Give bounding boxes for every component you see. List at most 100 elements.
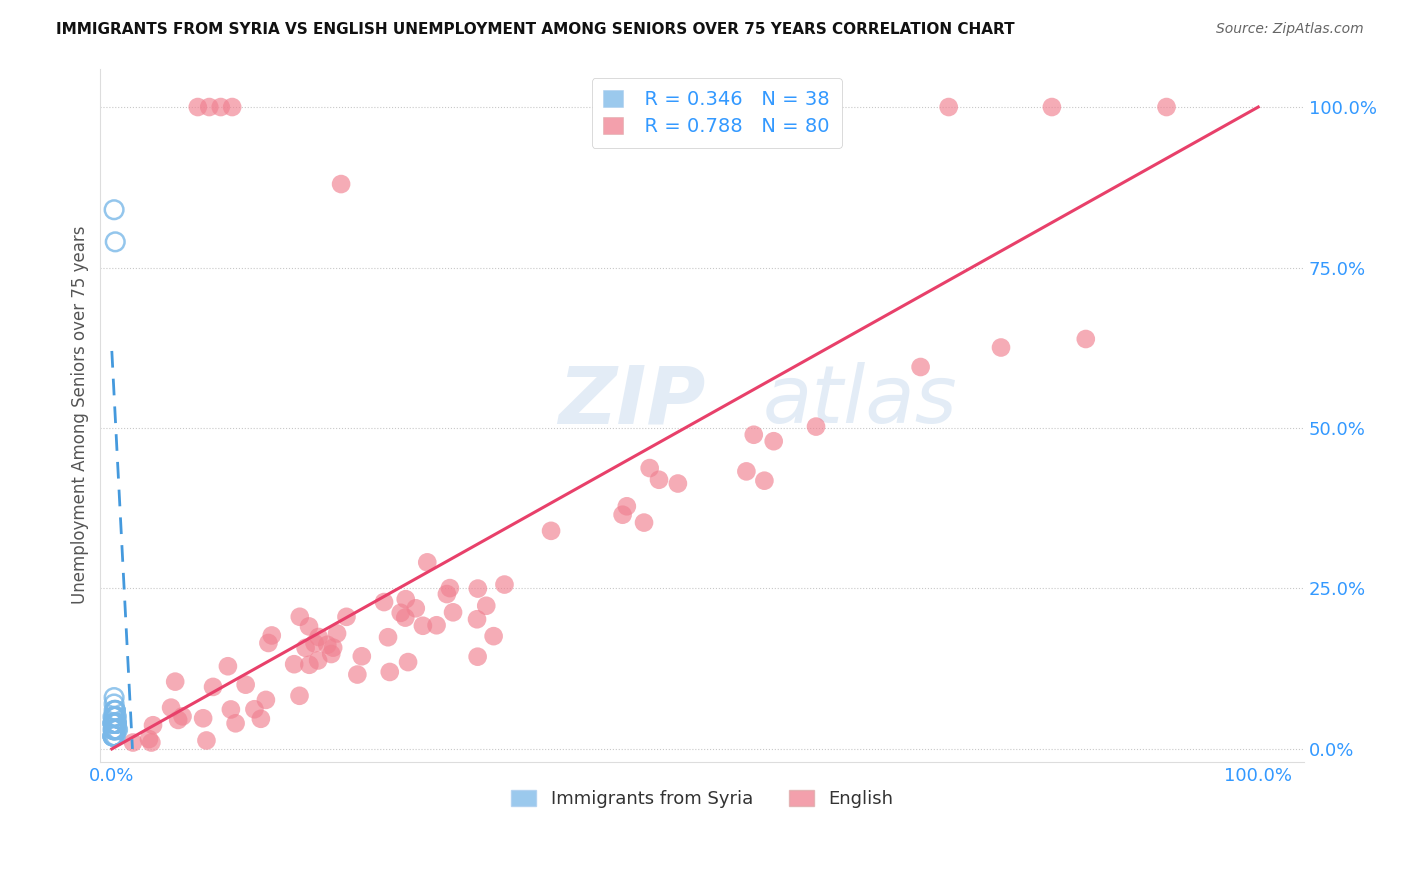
Point [465, 612, 488, 626]
Point [425, 618, 447, 632]
Point [260, 628, 283, 642]
Point [103, 723, 125, 737]
Point [103, 729, 125, 743]
Point [321, 647, 343, 661]
Point [122, 735, 145, 749]
Point [288, 609, 311, 624]
Point [638, 461, 661, 475]
Point [138, 732, 160, 747]
Point [104, 710, 127, 724]
Point [346, 667, 368, 681]
Point [104, 703, 127, 717]
Point [101, 716, 124, 731]
Point [104, 716, 127, 731]
Point [167, 713, 190, 727]
Point [1040, 100, 1063, 114]
Point [804, 419, 827, 434]
Point [105, 710, 128, 724]
Point [101, 729, 124, 743]
Point [308, 630, 330, 644]
Point [742, 427, 765, 442]
Point [105, 716, 128, 731]
Point [467, 582, 489, 596]
Point [104, 703, 127, 717]
Point [378, 665, 401, 679]
Point [394, 610, 416, 624]
Point [142, 718, 165, 732]
Point [612, 508, 634, 522]
Point [990, 341, 1012, 355]
Point [294, 640, 316, 655]
Point [104, 716, 127, 731]
Point [475, 599, 498, 613]
Point [202, 680, 225, 694]
Point [187, 100, 209, 114]
Point [195, 733, 218, 747]
Point [103, 703, 125, 717]
Point [254, 693, 277, 707]
Point [540, 524, 562, 538]
Point [101, 716, 124, 731]
Point [104, 703, 127, 717]
Point [101, 710, 124, 724]
Point [105, 723, 128, 737]
Point [482, 629, 505, 643]
Point [103, 723, 125, 737]
Point [405, 601, 427, 615]
Point [416, 555, 439, 569]
Point [105, 716, 128, 731]
Point [439, 581, 461, 595]
Point [103, 697, 125, 711]
Point [811, 100, 834, 114]
Point [217, 659, 239, 673]
Point [209, 100, 232, 114]
Point [235, 678, 257, 692]
Point [395, 592, 418, 607]
Point [1074, 332, 1097, 346]
Point [243, 702, 266, 716]
Point [103, 202, 125, 217]
Point [330, 177, 353, 191]
Point [283, 657, 305, 672]
Point [754, 474, 776, 488]
Point [172, 709, 194, 723]
Point [304, 636, 326, 650]
Point [389, 606, 412, 620]
Point [221, 100, 243, 114]
Text: ZIP: ZIP [558, 362, 706, 441]
Point [198, 100, 221, 114]
Point [103, 690, 125, 705]
Point [103, 710, 125, 724]
Point [298, 657, 321, 672]
Point [104, 729, 127, 743]
Point [141, 735, 163, 749]
Point [494, 577, 516, 591]
Point [101, 729, 124, 743]
Point [257, 636, 280, 650]
Point [104, 716, 127, 731]
Point [101, 729, 124, 743]
Point [288, 689, 311, 703]
Point [191, 711, 214, 725]
Point [666, 476, 689, 491]
Point [762, 434, 785, 449]
Point [101, 729, 124, 743]
Point [103, 723, 125, 737]
Point [316, 638, 339, 652]
Point [910, 359, 932, 374]
Point [441, 605, 464, 619]
Point [103, 723, 125, 737]
Point [103, 710, 125, 724]
Legend: Immigrants from Syria, English: Immigrants from Syria, English [503, 782, 901, 815]
Text: Source: ZipAtlas.com: Source: ZipAtlas.com [1216, 22, 1364, 37]
Point [467, 649, 489, 664]
Point [335, 610, 357, 624]
Point [298, 619, 321, 633]
Point [104, 235, 127, 249]
Point [104, 710, 127, 724]
Point [938, 100, 960, 114]
Point [105, 716, 128, 731]
Point [250, 712, 273, 726]
Point [326, 626, 349, 640]
Point [107, 723, 129, 737]
